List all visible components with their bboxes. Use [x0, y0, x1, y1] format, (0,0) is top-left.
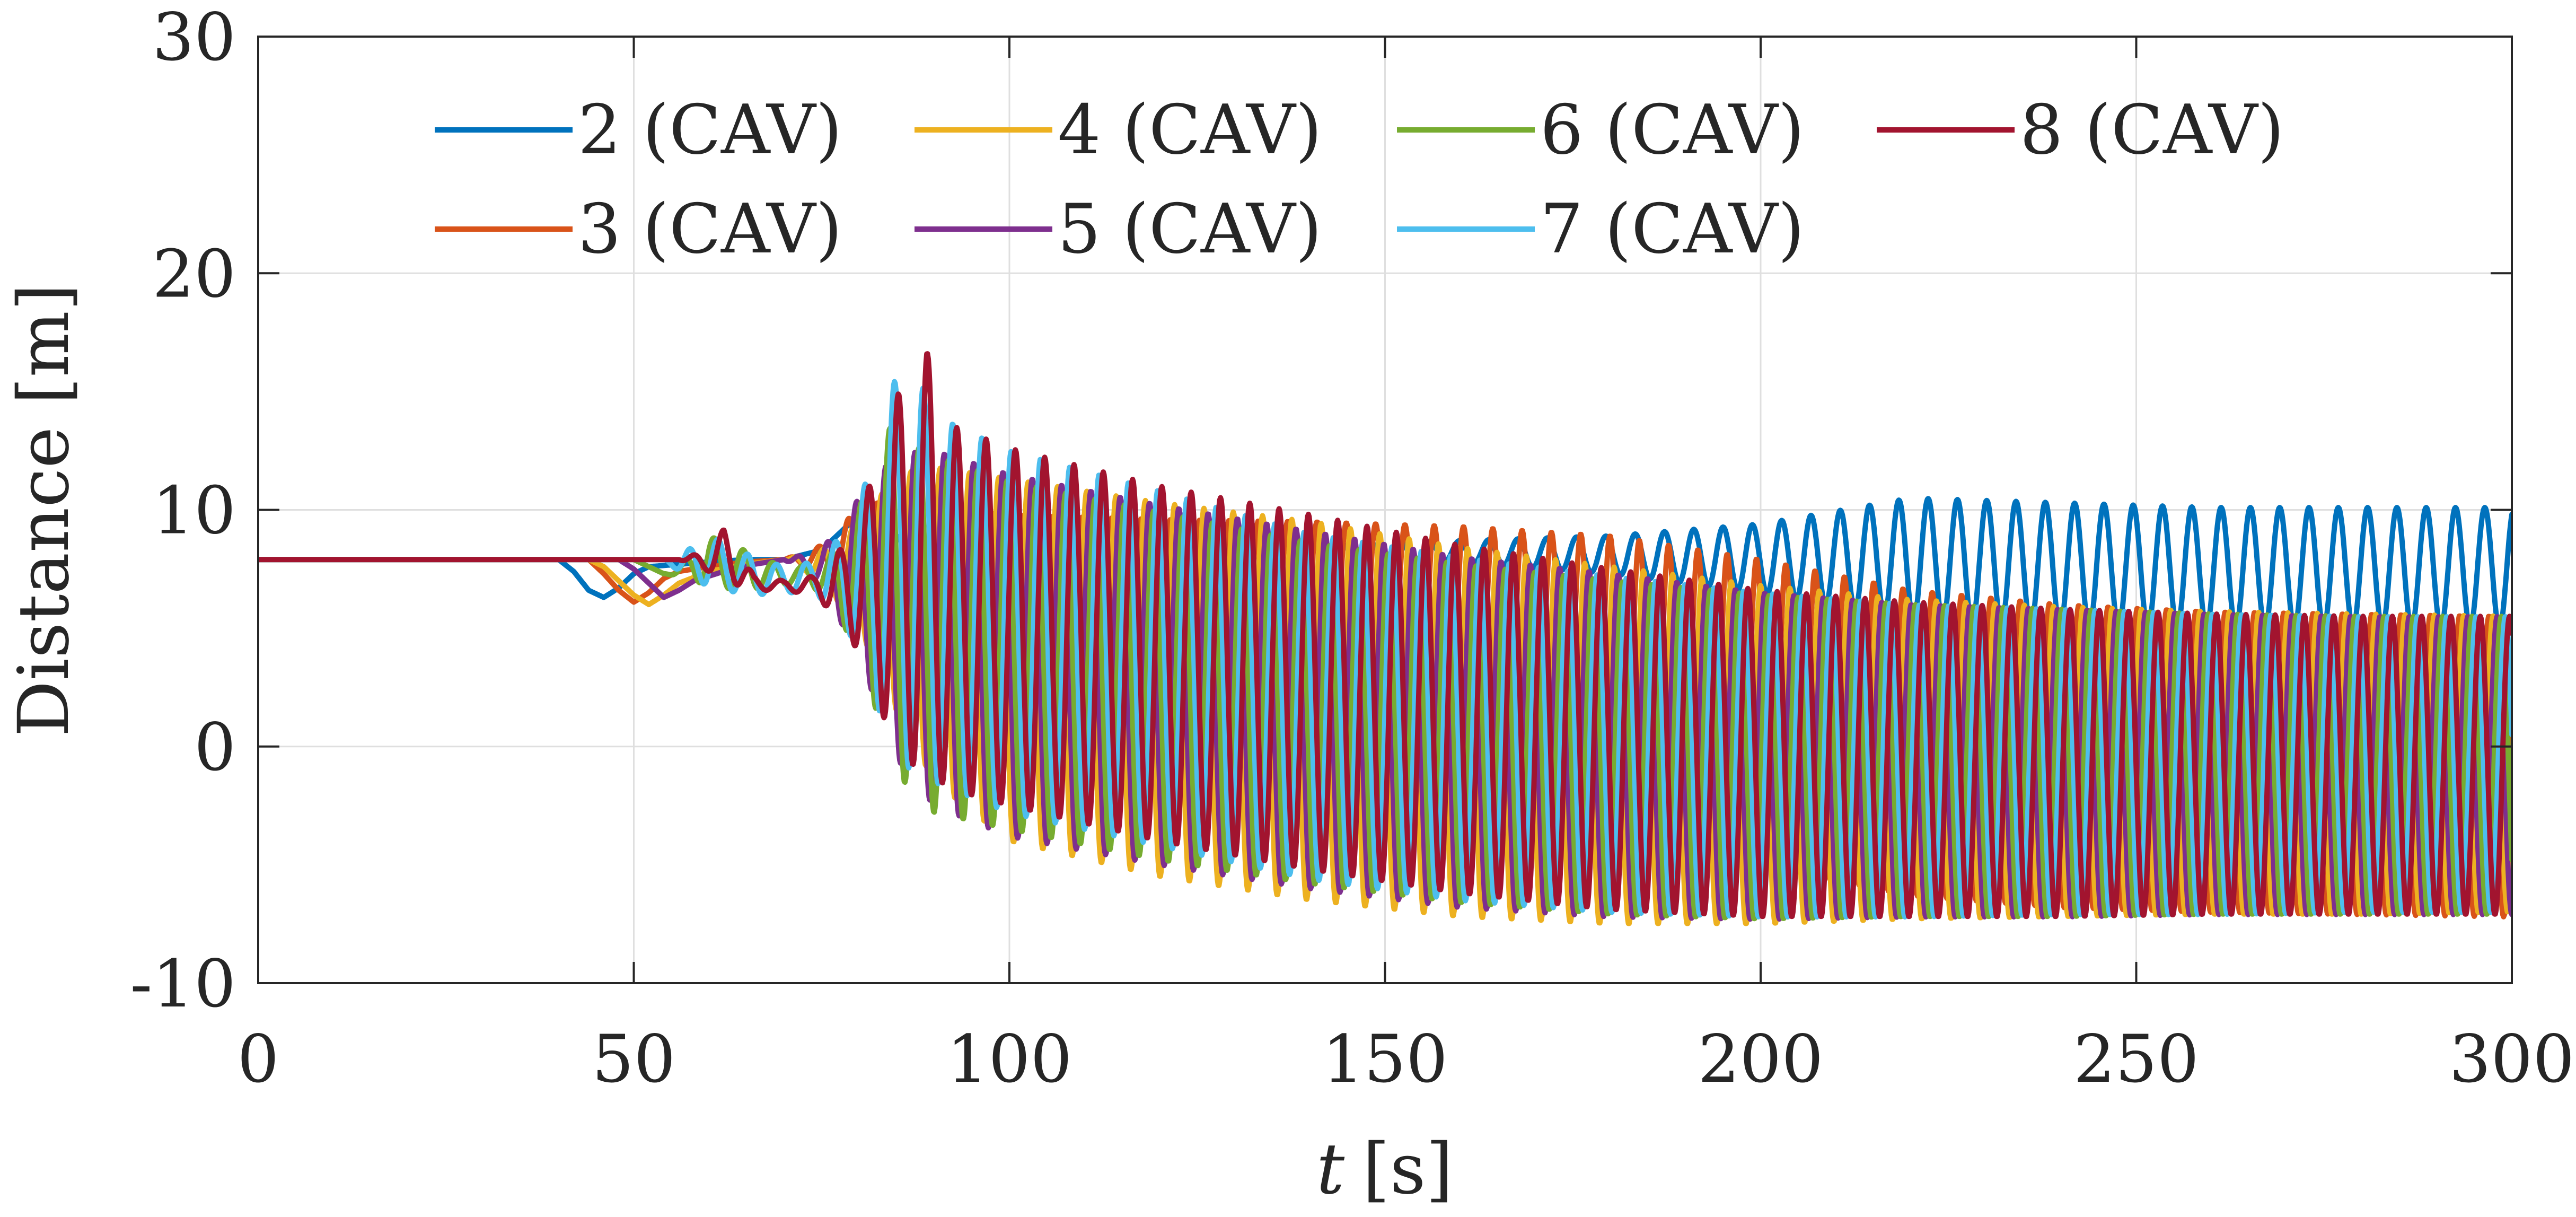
axis-ticks — [257, 36, 2513, 984]
x-tick-label: 300 — [2449, 1021, 2575, 1098]
legend-item: 3 (CAV) — [435, 190, 842, 269]
legend-item: 5 (CAV) — [915, 190, 1322, 269]
legend: 2 (CAV) 3 (CAV) 4 (CAV) 5 (CAV) 6 (CAV) 7 (CA… — [435, 91, 2284, 269]
x-axis-title: t [s] — [1316, 1128, 1453, 1210]
x-tick-label: 150 — [1322, 1021, 1448, 1098]
y-tick-label: 0 — [194, 710, 236, 786]
x-tick-label: 0 — [238, 1021, 279, 1098]
legend-item: 8 (CAV) — [1877, 91, 2284, 170]
legend-label: 6 (CAV) — [1540, 91, 1804, 170]
x-axis-unit: [s] — [1362, 1128, 1453, 1210]
y-tick-labels: -10 0 10 20 30 — [130, 0, 236, 1022]
x-axis-variable: t — [1316, 1128, 1345, 1210]
x-tick-label: 100 — [947, 1021, 1072, 1098]
y-tick-label: 30 — [152, 0, 236, 76]
x-tick-labels: 0 50 100 150 200 250 300 — [238, 1021, 2575, 1098]
legend-item: 4 (CAV) — [915, 91, 1322, 170]
legend-label: 7 (CAV) — [1540, 190, 1804, 269]
legend-item: 6 (CAV) — [1397, 91, 1804, 170]
legend-item: 2 (CAV) — [435, 91, 842, 170]
series-line-8 — [258, 351, 2512, 920]
legend-item: 7 (CAV) — [1397, 190, 1804, 269]
y-tick-label: -10 — [130, 946, 236, 1022]
y-tick-label: 10 — [152, 473, 236, 549]
x-tick-label: 200 — [1698, 1021, 1824, 1098]
y-tick-label: 20 — [152, 236, 236, 312]
legend-label: 8 (CAV) — [2020, 91, 2284, 170]
y-axis-title: Distance [m] — [3, 284, 85, 737]
series-group — [258, 351, 2512, 926]
legend-label: 3 (CAV) — [578, 190, 842, 269]
x-tick-label: 250 — [2073, 1021, 2199, 1098]
x-tick-label: 50 — [592, 1021, 676, 1098]
legend-label: 2 (CAV) — [578, 91, 842, 170]
legend-label: 4 (CAV) — [1058, 91, 1322, 170]
legend-label: 5 (CAV) — [1058, 190, 1322, 269]
